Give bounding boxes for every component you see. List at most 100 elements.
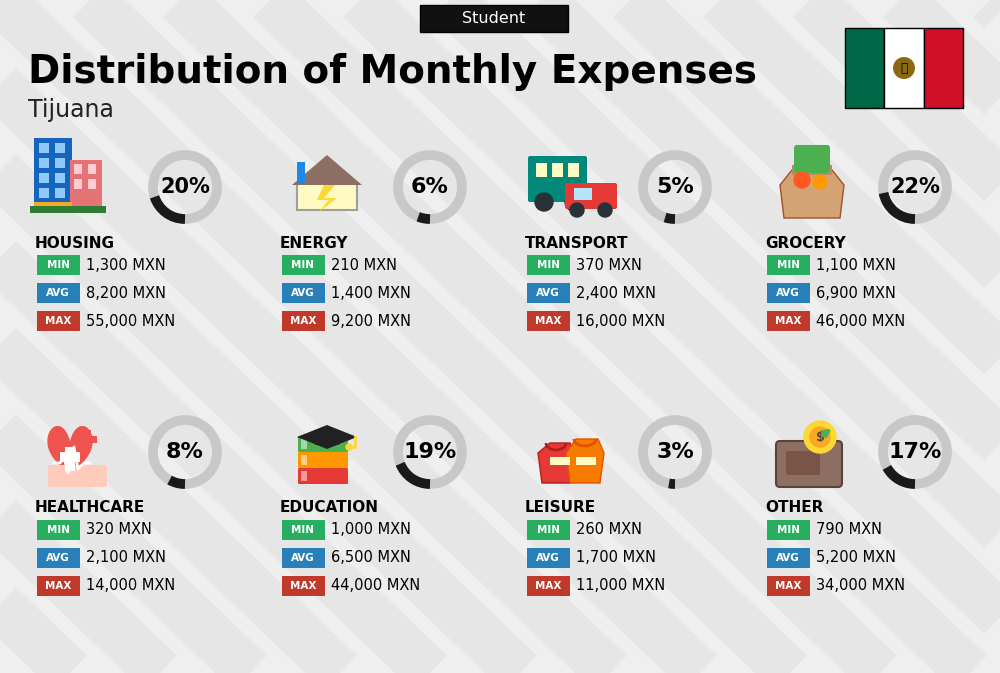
Circle shape <box>535 193 553 211</box>
FancyBboxPatch shape <box>282 520 324 540</box>
Circle shape <box>804 421 836 453</box>
FancyBboxPatch shape <box>36 548 80 568</box>
FancyBboxPatch shape <box>36 576 80 596</box>
Text: MIN: MIN <box>776 260 800 270</box>
Text: 1,700 MXN: 1,700 MXN <box>576 551 656 565</box>
FancyBboxPatch shape <box>39 173 49 183</box>
Text: MIN: MIN <box>536 525 560 535</box>
Text: 14,000 MXN: 14,000 MXN <box>86 579 175 594</box>
FancyBboxPatch shape <box>298 468 348 484</box>
FancyBboxPatch shape <box>767 255 810 275</box>
Text: MIN: MIN <box>46 525 70 535</box>
Text: 44,000 MXN: 44,000 MXN <box>331 579 420 594</box>
Circle shape <box>893 57 915 79</box>
Text: OTHER: OTHER <box>765 501 823 516</box>
Text: LEISURE: LEISURE <box>525 501 596 516</box>
FancyBboxPatch shape <box>301 455 307 465</box>
Circle shape <box>813 175 827 189</box>
FancyBboxPatch shape <box>34 138 72 206</box>
Text: HOUSING: HOUSING <box>35 236 115 250</box>
FancyBboxPatch shape <box>48 465 107 487</box>
Polygon shape <box>538 443 574 483</box>
FancyBboxPatch shape <box>526 520 570 540</box>
Circle shape <box>794 172 810 188</box>
FancyBboxPatch shape <box>55 173 65 183</box>
Text: MAX: MAX <box>775 581 801 591</box>
Polygon shape <box>317 185 337 212</box>
Text: AVG: AVG <box>291 553 315 563</box>
Text: 11,000 MXN: 11,000 MXN <box>576 579 665 594</box>
Text: MIN: MIN <box>536 260 560 270</box>
Circle shape <box>346 444 352 450</box>
Text: 8%: 8% <box>166 442 204 462</box>
Text: AVG: AVG <box>536 553 560 563</box>
FancyBboxPatch shape <box>298 436 348 452</box>
Text: Student: Student <box>462 11 526 26</box>
Text: 1,400 MXN: 1,400 MXN <box>331 285 411 301</box>
FancyBboxPatch shape <box>924 28 963 108</box>
FancyBboxPatch shape <box>34 202 72 206</box>
Text: AVG: AVG <box>536 288 560 298</box>
Text: MAX: MAX <box>775 316 801 326</box>
Text: 6,900 MXN: 6,900 MXN <box>816 285 896 301</box>
Text: 8,200 MXN: 8,200 MXN <box>86 285 166 301</box>
FancyBboxPatch shape <box>565 183 617 209</box>
FancyBboxPatch shape <box>315 433 339 445</box>
Text: 19%: 19% <box>403 442 457 462</box>
FancyBboxPatch shape <box>88 164 96 174</box>
FancyBboxPatch shape <box>786 451 820 475</box>
FancyBboxPatch shape <box>60 452 80 462</box>
FancyBboxPatch shape <box>55 143 65 153</box>
FancyBboxPatch shape <box>36 520 80 540</box>
FancyBboxPatch shape <box>65 447 75 471</box>
FancyBboxPatch shape <box>74 164 82 174</box>
Text: 16,000 MXN: 16,000 MXN <box>576 314 665 328</box>
FancyBboxPatch shape <box>70 160 102 206</box>
Text: 210 MXN: 210 MXN <box>331 258 397 273</box>
FancyBboxPatch shape <box>767 283 810 303</box>
Text: EDUCATION: EDUCATION <box>280 501 379 516</box>
FancyBboxPatch shape <box>526 548 570 568</box>
FancyBboxPatch shape <box>552 163 563 177</box>
FancyBboxPatch shape <box>536 163 547 177</box>
Circle shape <box>810 427 830 447</box>
Text: AVG: AVG <box>776 288 800 298</box>
Text: 260 MXN: 260 MXN <box>576 522 642 538</box>
FancyBboxPatch shape <box>282 548 324 568</box>
Polygon shape <box>566 439 604 483</box>
Text: 17%: 17% <box>888 442 942 462</box>
FancyBboxPatch shape <box>36 283 80 303</box>
FancyBboxPatch shape <box>301 439 307 449</box>
FancyBboxPatch shape <box>74 179 82 189</box>
Text: MAX: MAX <box>290 316 316 326</box>
Text: AVG: AVG <box>46 288 70 298</box>
FancyBboxPatch shape <box>39 158 49 168</box>
Text: 1,000 MXN: 1,000 MXN <box>331 522 411 538</box>
Text: 5,200 MXN: 5,200 MXN <box>816 551 896 565</box>
Text: MIN: MIN <box>776 525 800 535</box>
Text: 34,000 MXN: 34,000 MXN <box>816 579 905 594</box>
FancyBboxPatch shape <box>526 283 570 303</box>
FancyBboxPatch shape <box>39 143 49 153</box>
Text: 790 MXN: 790 MXN <box>816 522 882 538</box>
Text: MIN: MIN <box>46 260 70 270</box>
Text: MAX: MAX <box>45 581 71 591</box>
FancyBboxPatch shape <box>36 255 80 275</box>
FancyBboxPatch shape <box>767 311 810 331</box>
Circle shape <box>598 203 612 217</box>
Text: 🦅: 🦅 <box>900 61 908 75</box>
FancyBboxPatch shape <box>297 162 305 184</box>
FancyBboxPatch shape <box>550 457 570 465</box>
FancyBboxPatch shape <box>84 430 91 448</box>
FancyBboxPatch shape <box>55 158 65 168</box>
FancyBboxPatch shape <box>55 188 65 198</box>
Text: MAX: MAX <box>535 316 561 326</box>
FancyBboxPatch shape <box>30 206 106 213</box>
FancyBboxPatch shape <box>576 457 596 465</box>
Text: AVG: AVG <box>291 288 315 298</box>
Text: MIN: MIN <box>292 525 314 535</box>
Text: 6%: 6% <box>411 177 449 197</box>
Text: MAX: MAX <box>535 581 561 591</box>
FancyBboxPatch shape <box>282 311 324 331</box>
FancyBboxPatch shape <box>767 520 810 540</box>
